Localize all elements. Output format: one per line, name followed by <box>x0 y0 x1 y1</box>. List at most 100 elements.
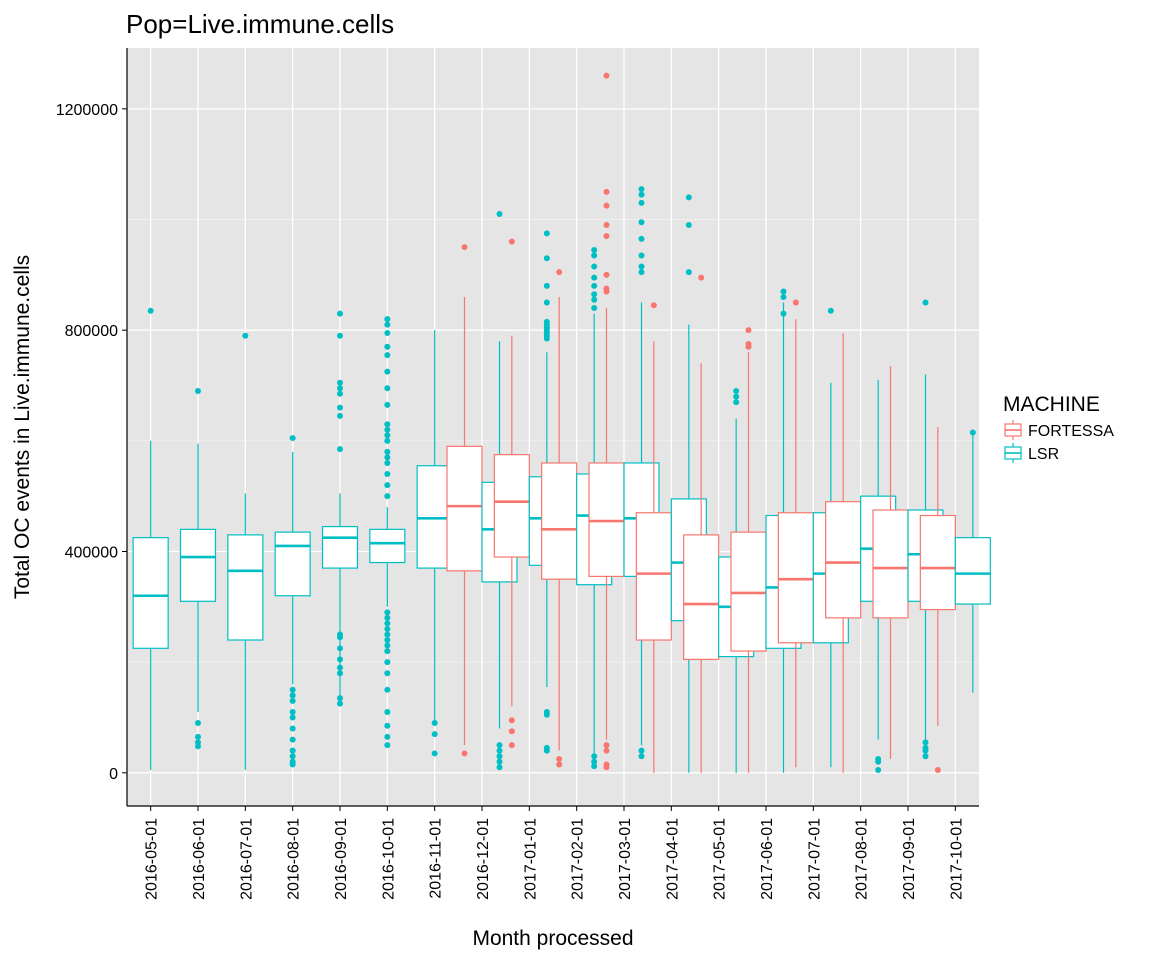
outlier-point <box>591 252 598 259</box>
outlier-point <box>591 763 598 770</box>
outlier-point <box>384 421 391 428</box>
box-iqr <box>954 537 991 605</box>
outlier-point <box>384 316 391 323</box>
box-fortessa-2017-05-01 <box>683 274 720 773</box>
x-tick-label: 2017-05-01 <box>712 818 729 900</box>
box-iqr <box>872 509 909 619</box>
outlier-point <box>337 446 343 453</box>
box-iqr <box>919 514 956 611</box>
outlier-point <box>384 493 391 500</box>
outlier-point <box>384 321 391 328</box>
outlier-point <box>603 222 610 229</box>
outlier-point <box>289 736 296 743</box>
outlier-point <box>384 368 391 375</box>
legend-title: MACHINE <box>1003 393 1100 416</box>
box-fortessa-2017-10-01 <box>919 427 956 774</box>
outlier-point <box>384 614 391 621</box>
box-lsr-2016-10-01 <box>369 316 406 749</box>
x-tick-label: 2016-11-01 <box>428 818 445 899</box>
outlier-point <box>591 753 598 760</box>
outlier-point <box>638 191 645 198</box>
outlier-point <box>431 750 438 757</box>
outlier-point <box>384 352 391 359</box>
outlier-point <box>384 642 391 649</box>
outlier-point <box>195 388 201 395</box>
outlier-point <box>431 731 438 738</box>
outlier-point <box>556 755 563 762</box>
outlier-point <box>337 656 343 663</box>
legend-key-lsr <box>1004 443 1022 463</box>
x-tick-label: 2017-06-01 <box>759 818 776 900</box>
outlier-point <box>337 664 343 671</box>
outlier-point <box>543 335 550 342</box>
outlier-point <box>337 390 343 397</box>
box-fortessa-2017-09-01 <box>872 366 909 759</box>
outlier-point <box>591 296 598 303</box>
outlier-point <box>733 399 740 406</box>
outlier-point <box>543 711 550 718</box>
outlier-point <box>289 435 296 442</box>
outlier-point <box>875 767 882 774</box>
outlier-point <box>289 692 296 699</box>
outlier-point <box>638 199 645 206</box>
outlier-point <box>638 269 645 276</box>
box-iqr <box>446 445 483 572</box>
x-tick-label: 2016-10-01 <box>380 818 397 900</box>
box-lsr-2016-11-01 <box>416 330 453 757</box>
legend-label-fortessa: FORTESSA <box>1028 423 1114 440</box>
box-iqr <box>369 528 406 564</box>
box-lsr-2016-06-01 <box>179 388 217 750</box>
x-tick-label: 2017-10-01 <box>948 818 965 900</box>
x-tick-label: 2017-07-01 <box>806 818 823 900</box>
outlier-point <box>508 238 515 245</box>
outlier-point <box>591 263 598 270</box>
outlier-point <box>603 742 610 749</box>
outlier-point <box>337 634 343 641</box>
outlier-point <box>337 412 343 419</box>
outlier-point <box>496 210 503 217</box>
outlier-point <box>780 310 787 317</box>
outlier-point <box>733 388 740 395</box>
outlier-point <box>384 722 391 729</box>
box-iqr <box>274 531 311 597</box>
box-fortessa-2017-02-01 <box>541 269 578 768</box>
outlier-point <box>638 252 645 259</box>
outlier-point <box>337 332 343 339</box>
x-tick-label: 2017-04-01 <box>664 818 681 900</box>
outlier-point <box>603 72 610 79</box>
outlier-point <box>195 733 201 740</box>
outlier-point <box>289 686 296 693</box>
box-iqr <box>227 534 264 641</box>
outlier-point <box>934 767 941 774</box>
y-tick-label: 1200000 <box>56 102 118 119</box>
outlier-point <box>337 695 343 702</box>
box-iqr <box>179 528 217 602</box>
box-iqr <box>493 454 530 558</box>
x-tick-label: 2017-08-01 <box>854 818 871 900</box>
outlier-point <box>384 659 391 666</box>
outlier-point <box>384 631 391 638</box>
outlier-point <box>827 307 834 314</box>
x-tick-label: 2017-03-01 <box>617 818 634 900</box>
outlier-point <box>496 758 503 765</box>
outlier-point <box>337 645 343 652</box>
x-tick-label: 2017-02-01 <box>570 818 587 900</box>
outlier-point <box>591 282 598 289</box>
outlier-point <box>603 188 610 195</box>
outlier-point <box>289 747 296 754</box>
x-tick-label: 2016-12-01 <box>475 818 492 900</box>
outlier-point <box>337 310 343 317</box>
outlier-point <box>289 697 296 704</box>
outlier-point <box>603 233 610 240</box>
box-iqr <box>541 462 578 580</box>
outlier-point <box>242 332 249 339</box>
box-lsr-2016-08-01 <box>274 435 311 768</box>
box-fortessa-2016-12-01 <box>446 244 483 757</box>
outlier-point <box>922 747 929 754</box>
box-fortessa-2017-03-01 <box>588 72 625 771</box>
outlier-point <box>384 637 391 644</box>
outlier-point <box>685 222 692 229</box>
y-tick-label: 0 <box>109 766 118 783</box>
outlier-point <box>384 448 391 455</box>
